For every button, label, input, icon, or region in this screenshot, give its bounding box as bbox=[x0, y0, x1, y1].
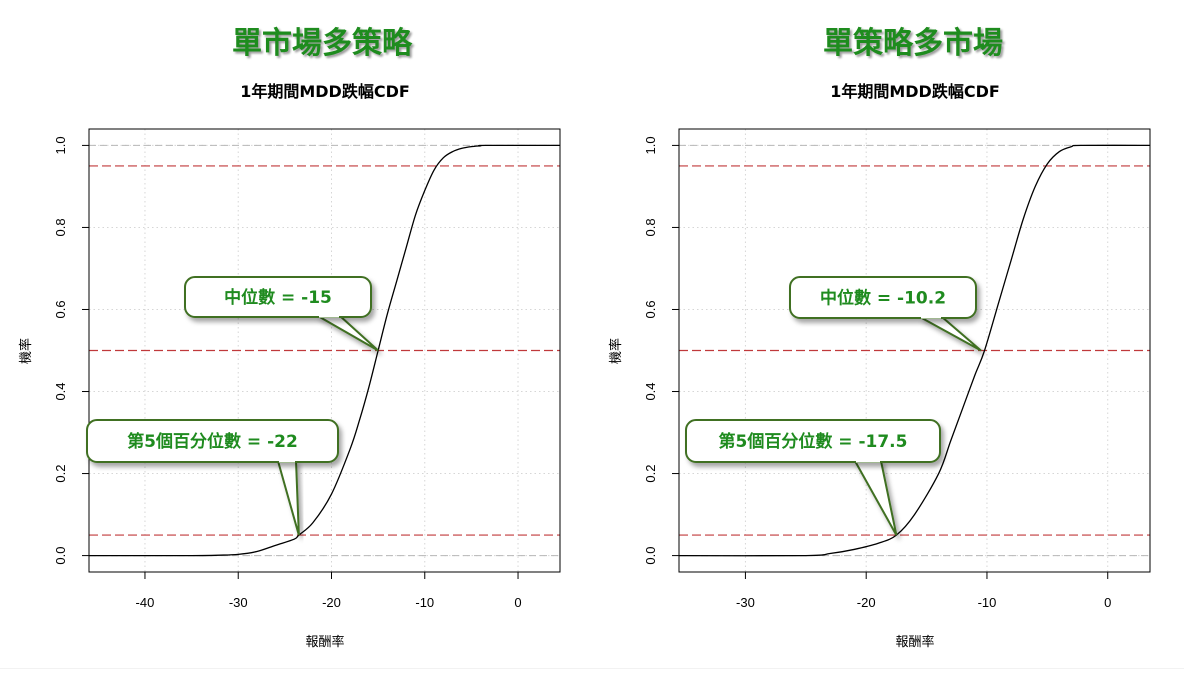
x-tick-label: -30 bbox=[736, 595, 755, 610]
x-tick-label: 0 bbox=[514, 595, 521, 610]
x-axis-label: 報酬率 bbox=[895, 634, 934, 650]
y-axis-label: 機率 bbox=[18, 338, 34, 364]
callout-median: 中位數 = -10.2 bbox=[789, 276, 982, 352]
x-tick-label: -10 bbox=[978, 595, 997, 610]
y-tick-label: 0.2 bbox=[643, 465, 658, 483]
y-tick-label: 0.8 bbox=[643, 218, 658, 236]
y-tick-label: 0.2 bbox=[53, 465, 68, 483]
y-tick-label: 0.0 bbox=[643, 547, 658, 565]
callout-text: 中位數 = -15 bbox=[224, 287, 332, 308]
callout-box bbox=[789, 276, 977, 319]
y-tick-label: 0.4 bbox=[53, 382, 68, 400]
chart-left: -40 -30 -20 -10 0 0.0 0.2 0.4 0.6 0.8 1.0 1年期間MDD跌幅… bbox=[18, 82, 561, 650]
callout-pointer bbox=[853, 460, 898, 536]
y-tick-label: 0.0 bbox=[53, 547, 68, 565]
callout-text: 第5個百分位數 = -22 bbox=[127, 431, 298, 452]
x-tick-label: -20 bbox=[322, 595, 341, 610]
x-tick-label: -40 bbox=[136, 595, 155, 610]
callout-text: 中位數 = -10.2 bbox=[820, 288, 946, 309]
callout-pointer bbox=[276, 460, 300, 536]
chart-title: 1年期間MDD跌幅CDF bbox=[830, 82, 1000, 101]
y-tick-label: 1.0 bbox=[53, 136, 68, 154]
callout-p5: 第5個百分位數 = -17.5 bbox=[685, 419, 941, 536]
callout-p5: 第5個百分位數 = -22 bbox=[86, 419, 339, 536]
callout-box bbox=[685, 419, 941, 463]
callout-box bbox=[184, 276, 372, 318]
callout-text: 第5個百分位數 = -17.5 bbox=[719, 431, 908, 452]
y-tick-label: 0.8 bbox=[53, 218, 68, 236]
chart-title: 1年期間MDD跌幅CDF bbox=[240, 82, 410, 101]
y-axis-label: 機率 bbox=[608, 338, 624, 364]
x-tick-label: -30 bbox=[229, 595, 248, 610]
plot-frame bbox=[678, 128, 1151, 573]
x-tick-label: -20 bbox=[857, 595, 876, 610]
x-tick-label: -10 bbox=[415, 595, 434, 610]
callout-median: 中位數 = -15 bbox=[184, 276, 379, 352]
x-tick-label: 0 bbox=[1104, 595, 1111, 610]
y-tick-label: 0.4 bbox=[643, 382, 658, 400]
callout-box bbox=[86, 419, 339, 463]
chart-right: -30 -20 -10 0 0.0 0.2 0.4 0.6 0.8 1.0 1年期間MDD跌幅CDF… bbox=[608, 82, 1151, 650]
callout-pointer bbox=[919, 316, 982, 352]
y-tick-label: 0.6 bbox=[53, 300, 68, 318]
x-axis-label: 報酬率 bbox=[305, 634, 344, 650]
chart-heading-left: 單市場多策略 bbox=[232, 26, 412, 61]
y-tick-label: 1.0 bbox=[643, 136, 658, 154]
page-bottom-divider bbox=[0, 668, 1184, 669]
plot-frame bbox=[88, 128, 561, 573]
y-tick-label: 0.6 bbox=[643, 300, 658, 318]
callout-pointer bbox=[314, 315, 379, 352]
chart-heading-right: 單策略多市場 bbox=[823, 26, 1003, 61]
cdf-curve-line bbox=[678, 144, 1151, 557]
